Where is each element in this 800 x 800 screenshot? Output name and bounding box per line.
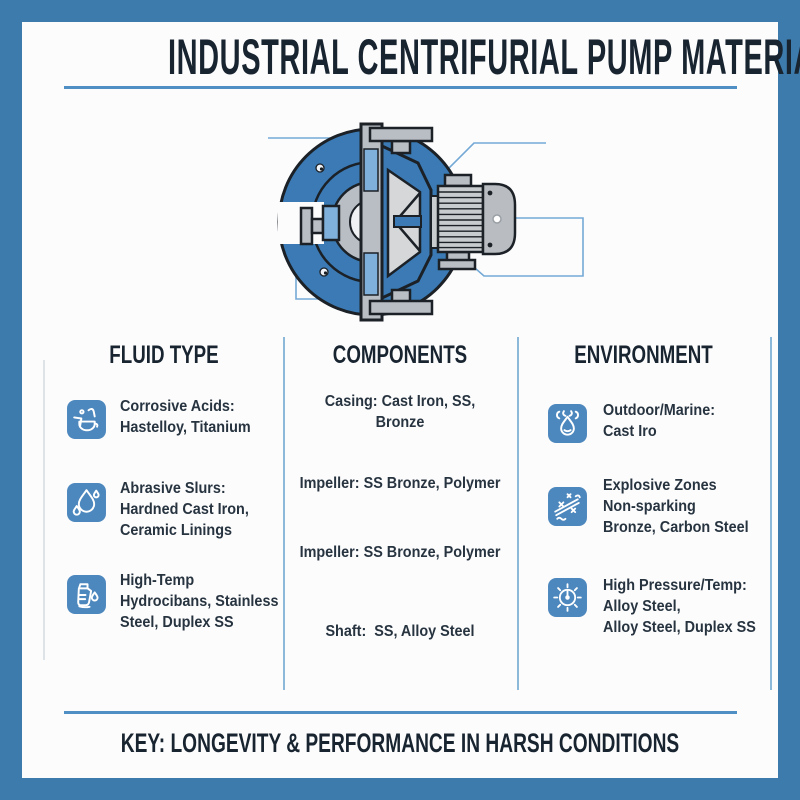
item-text: Corrosive Acids: (120, 398, 235, 415)
item-text: Casing: Cast Iron, SS, (324, 393, 476, 410)
item-text: Bronze (375, 414, 425, 431)
column-header-components: COMPONENTS (332, 341, 468, 369)
item-text: Impeller: SS Bronze, Polymer (299, 475, 501, 492)
jug-droplet-icon (67, 575, 106, 614)
fluid-item-high-temp: High-Temp Hydrocibans, Stainless Steel, … (120, 570, 278, 633)
item-text: Alloy Steel, Duplex SS (603, 619, 756, 636)
environment-item-pressure: High Pressure/Temp: Alloy Steel, Alloy S… (603, 575, 756, 638)
item-text: High-Temp (120, 572, 195, 589)
component-item-impeller-1: Impeller: SS Bronze, Polymer (295, 473, 506, 494)
column-header-environment: ENVIRONMENT (574, 341, 713, 369)
item-text: Abrasive Slurs: (120, 480, 226, 497)
item-text: Impeller: SS Bronze, Polymer (299, 544, 501, 561)
footer-divider (64, 711, 737, 714)
item-text: Hardned Cast Iron, (120, 501, 249, 518)
fluid-item-abrasive: Abrasive Slurs: Hardned Cast Iron, Ceram… (120, 478, 249, 541)
item-text: Hastelloy, Titanium (120, 419, 251, 436)
item-text: Hydrocibans, Stainless (120, 593, 279, 610)
item-text: Bronze, Carbon Steel (603, 519, 749, 536)
discharge-flanges (368, 126, 434, 316)
pump-body (277, 122, 517, 322)
column-header-fluid-type: FLUID TYPE (109, 341, 219, 369)
title-underline (64, 86, 737, 89)
motor (430, 173, 517, 271)
suction-inlet (299, 204, 341, 246)
left-edge-divider (43, 360, 45, 660)
fluid-item-corrosive: Corrosive Acids: Hastelloy, Titanium (120, 396, 251, 438)
footer-key-text: KEY: LONGEVITY & PERFORMANCE IN HARSH CO… (120, 728, 680, 758)
page-title: INDUSTRIAL CENTRIFURIAL PUMP MATERIALS (168, 29, 800, 85)
component-item-casing: Casing: Cast Iron, SS, Bronze (295, 391, 506, 433)
corrosive-beaker-icon (67, 400, 106, 439)
item-text: Alloy Steel, (603, 598, 681, 615)
component-item-shaft: Shaft: SS, Alloy Steel (295, 621, 506, 642)
item-text: Explosive Zones (603, 477, 717, 494)
item-text: Shaft: SS, Alloy Steel (325, 623, 475, 640)
explosive-sparks-icon (548, 487, 587, 526)
marine-droplet-icon (548, 404, 587, 443)
item-text: Steel, Duplex SS (120, 614, 234, 631)
droplets-icon (67, 483, 106, 522)
environment-item-explosive: Explosive Zones Non-sparking Bronze, Car… (603, 475, 749, 538)
column-divider-3 (770, 337, 772, 690)
column-divider-1 (283, 337, 285, 690)
gauge-sun-icon (548, 578, 587, 617)
pump-diagram (268, 122, 584, 322)
item-text: Ceramic Linings (120, 522, 233, 539)
item-text: Non-sparking (603, 498, 696, 515)
pump-shaft (393, 215, 422, 228)
item-text: Cast Iro (603, 423, 657, 440)
column-divider-2 (517, 337, 519, 690)
item-text: Outdoor/Marine: (603, 402, 715, 419)
item-text: High Pressure/Temp: (603, 577, 747, 594)
environment-item-marine: Outdoor/Marine: Cast Iro (603, 400, 715, 442)
component-item-impeller-2: Impeller: SS Bronze, Polymer (295, 542, 506, 563)
